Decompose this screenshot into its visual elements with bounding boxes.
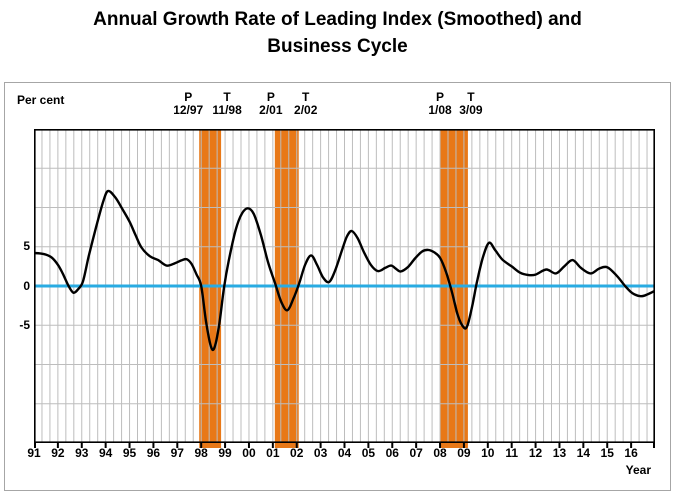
trough-letter: T [302, 90, 310, 104]
plot-border [34, 129, 656, 443]
y-axis-label: -5 [19, 317, 30, 332]
peak-marker: P 2/01 [241, 91, 301, 117]
x-axis-tick [462, 443, 465, 448]
peak-date: 1/08 [428, 103, 452, 117]
trough-marker: T 11/98 [197, 91, 257, 117]
peak-letter: P [184, 90, 193, 104]
x-axis-tick [630, 443, 633, 448]
x-axis-label: 97 [170, 446, 184, 460]
x-axis-label: 15 [600, 446, 614, 460]
x-axis-tick [415, 443, 418, 448]
x-axis-label: 01 [266, 446, 280, 460]
x-axis-label: 14 [576, 446, 591, 460]
x-axis-tick [391, 443, 394, 448]
x-axis-label: 16 [624, 446, 638, 460]
x-axis-title: Year [625, 463, 651, 477]
x-axis-label: 00 [242, 446, 256, 460]
trough-letter: T [223, 90, 231, 104]
trough-letter: T [467, 90, 475, 104]
x-axis-label: 11 [505, 446, 519, 460]
x-axis-label: 98 [194, 446, 208, 460]
leading-index-line [32, 189, 657, 352]
trough-date: 3/09 [459, 103, 483, 117]
x-axis-label: 04 [337, 446, 352, 460]
x-axis-tick [128, 443, 131, 448]
x-axis-label: 08 [433, 446, 447, 460]
x-axis-tick [367, 443, 370, 448]
x-axis-label: 09 [457, 446, 471, 460]
x-axis-tick [534, 443, 537, 448]
x-axis-tick [510, 443, 513, 448]
y-axis-label: 5 [23, 239, 30, 254]
peak-date: 12/97 [173, 103, 204, 117]
x-axis-tick [80, 443, 83, 448]
trough-marker: T 3/09 [441, 91, 501, 117]
y-axis-label: 0 [23, 278, 30, 293]
x-axis-label: 93 [75, 446, 89, 460]
x-axis-tick [152, 443, 155, 448]
x-axis-tick [343, 443, 346, 448]
x-axis-label: 13 [552, 446, 567, 460]
chart-title: Annual Growth Rate of Leading Index (Smo… [0, 6, 675, 60]
recession-band [274, 129, 299, 448]
x-axis-tick [56, 443, 59, 448]
x-axis-label: 02 [290, 446, 304, 460]
x-axis-tick [486, 443, 489, 448]
x-axis-tick [200, 443, 203, 448]
chart-title-line-2: Business Cycle [267, 36, 408, 57]
peak-date: 2/01 [259, 103, 283, 117]
x-axis-label: 91 [27, 446, 41, 460]
x-axis-tick [247, 443, 250, 448]
x-axis-tick [439, 443, 442, 448]
x-axis-label: 95 [122, 446, 137, 460]
x-axis-tick [104, 443, 107, 448]
x-axis-label: 03 [313, 446, 328, 460]
chart-title-line-1: Annual Growth Rate of Leading Index (Smo… [93, 9, 582, 30]
recession-band [199, 129, 222, 448]
x-axis-tick [224, 443, 227, 448]
trough-date: 11/98 [212, 103, 242, 117]
x-axis-tick [295, 443, 298, 448]
chart-frame: Per cent 5 0 -5 91 92 93 94 95 96 97 98 99 00 01 02 03 0… [4, 82, 671, 491]
x-axis-tick [34, 443, 36, 448]
x-axis-tick [606, 443, 609, 448]
x-axis-label: 07 [409, 446, 423, 460]
x-axis-tick [176, 443, 179, 448]
x-axis-tick [319, 443, 322, 448]
x-axis-tick [653, 443, 655, 448]
peak-marker: P 12/97 [158, 91, 218, 117]
recession-band [440, 129, 468, 448]
x-axis-tick [558, 443, 561, 448]
x-axis-label: 94 [98, 446, 113, 460]
x-axis-label: 12 [528, 446, 543, 460]
x-axis-label: 10 [481, 446, 495, 460]
peak-letter: P [266, 90, 275, 104]
y-axis-unit-label: Per cent [17, 93, 65, 107]
x-axis-label: 99 [218, 446, 232, 460]
x-axis-label: 96 [146, 446, 161, 460]
trough-marker: T 2/02 [276, 91, 336, 117]
x-axis-tick [271, 443, 274, 448]
trough-date: 2/02 [294, 103, 318, 117]
x-axis-label: 92 [51, 446, 65, 460]
x-axis-label: 05 [361, 446, 376, 460]
x-axis-label: 06 [385, 446, 399, 460]
x-axis-tick [582, 443, 585, 448]
peak-marker: P 1/08 [410, 91, 470, 117]
peak-letter: P [436, 90, 445, 104]
plot-area [32, 129, 657, 454]
